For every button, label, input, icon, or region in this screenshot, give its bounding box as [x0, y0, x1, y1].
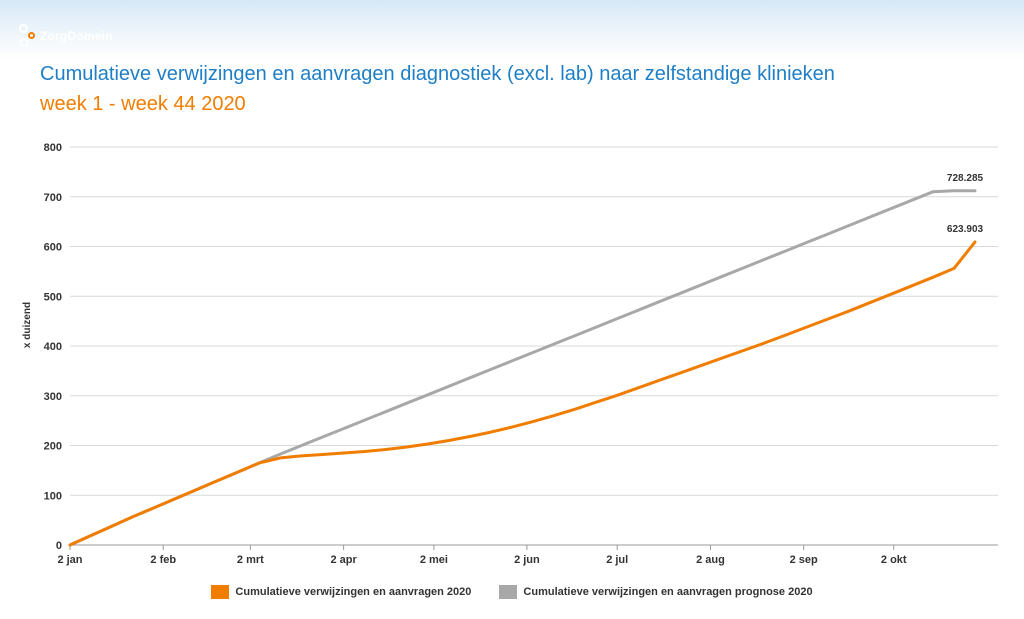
legend-item-actual: Cumulatieve verwijzingen en aanvragen 20…	[211, 585, 471, 599]
legend-swatch-actual	[211, 585, 230, 599]
x-tick-label: 2 mrt	[237, 554, 264, 566]
y-tick-label: 600	[44, 242, 62, 254]
header-background	[0, 0, 1024, 60]
y-tick-label: 200	[44, 441, 62, 453]
end-value-label: 728.285	[947, 173, 984, 184]
y-tick-label: 300	[44, 391, 62, 403]
chart-title: Cumulatieve verwijzingen en aanvragen di…	[40, 63, 835, 85]
logo-mark-icon	[18, 24, 36, 48]
series-line-2020	[68, 240, 977, 547]
y-tick-label: 0	[56, 540, 62, 552]
y-axis-label: x duizend	[22, 302, 33, 348]
data-series	[68, 189, 977, 547]
end-value-labels: 728.285 623.903	[947, 173, 984, 235]
end-value-label: 623.903	[947, 224, 984, 235]
x-tick-label: 2 apr	[330, 554, 357, 566]
x-tick-label: 2 jun	[514, 554, 540, 566]
series-line-prognose	[68, 189, 977, 547]
y-tick-label: 500	[44, 291, 62, 303]
x-tick-label: 2 jan	[57, 554, 82, 566]
y-axis-ticks: 0 100 200 300 400 500 600 700 800	[44, 142, 62, 552]
chart-legend: Cumulatieve verwijzingen en aanvragen 20…	[0, 585, 1024, 599]
legend-item-forecast: Cumulatieve verwijzingen en aanvragen pr…	[499, 585, 813, 599]
x-tick-label: 2 jul	[606, 554, 628, 566]
x-tick-label: 2 mei	[420, 554, 448, 566]
x-tick-label: 2 sep	[790, 554, 818, 566]
y-tick-label: 100	[44, 490, 62, 502]
y-tick-label: 800	[44, 142, 62, 154]
x-tick-label: 2 aug	[696, 554, 725, 566]
x-axis-ticks: 2 jan 2 feb 2 mrt 2 apr 2 mei 2 jun 2 jul 2 aug…	[57, 545, 907, 566]
logo-text: ZorgDomein	[40, 29, 113, 43]
chart-subtitle: week 1 - week 44 2020	[40, 93, 246, 115]
legend-label-forecast: Cumulatieve verwijzingen en aanvragen pr…	[523, 586, 813, 598]
y-tick-label: 400	[44, 341, 62, 353]
grid-lines	[70, 146, 998, 546]
zorgdomein-logo: ZorgDomein	[18, 24, 113, 48]
legend-swatch-forecast	[499, 585, 518, 599]
x-tick-label: 2 feb	[150, 554, 176, 566]
legend-label-actual: Cumulatieve verwijzingen en aanvragen 20…	[235, 586, 472, 598]
x-tick-label: 2 okt	[881, 554, 907, 566]
y-tick-label: 700	[44, 192, 62, 204]
